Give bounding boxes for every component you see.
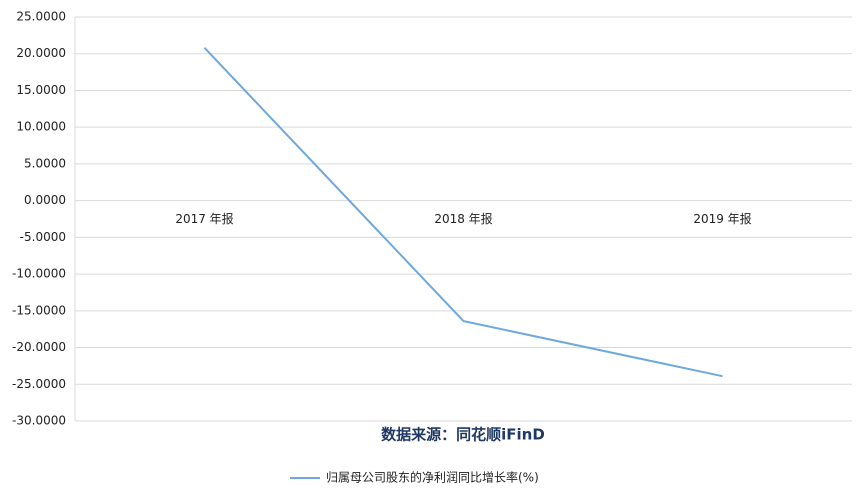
y-tick-label: 10.0000 (16, 120, 66, 134)
y-tick-label: 5.0000 (24, 156, 66, 170)
data-line (203, 47, 723, 378)
y-tick-label: -20.0000 (12, 340, 66, 354)
y-tick-label: 0.0000 (24, 193, 66, 207)
y-tick-label: -25.0000 (12, 377, 66, 391)
y-tick-label: 25.0000 (16, 10, 66, 24)
y-tick-label: -10.0000 (12, 267, 66, 281)
x-tick-label: 2018 年报 (434, 211, 492, 226)
y-tick-label: -5.0000 (20, 230, 66, 244)
source-annotation: 数据来源：同花顺iFinD (381, 426, 545, 444)
x-tick-label: 2019 年报 (693, 211, 751, 226)
x-tick-label: 2017 年报 (175, 211, 233, 226)
legend-label: 归属母公司股东的净利润同比增长率(%) (326, 470, 539, 485)
y-tick-label: 15.0000 (16, 83, 66, 97)
y-tick-label: -15.0000 (12, 303, 66, 317)
y-tick-label: 20.0000 (16, 46, 66, 60)
y-tick-label: -30.0000 (12, 414, 66, 428)
